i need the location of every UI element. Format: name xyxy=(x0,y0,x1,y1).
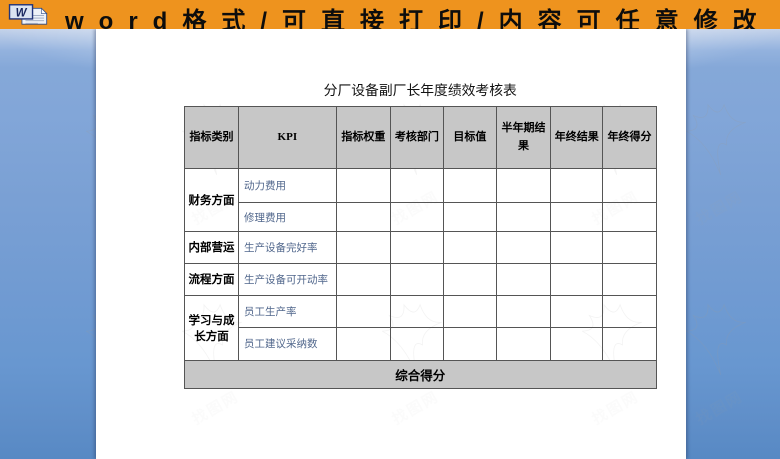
svg-text:W: W xyxy=(16,7,28,19)
